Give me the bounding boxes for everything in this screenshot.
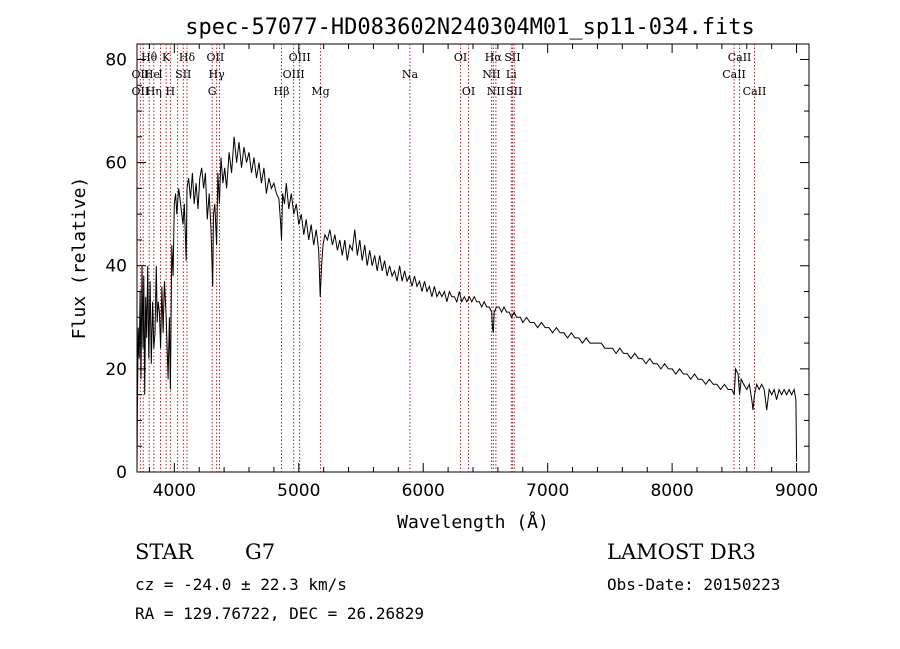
y-axis-ticks: 0 20 40 60 80 — [105, 50, 809, 483]
spectral-line-label: OII — [132, 85, 150, 98]
spectral-line-label: OI — [462, 85, 475, 98]
spectral-line-label: SII — [506, 85, 522, 98]
survey-name: LAMOST DR3 — [607, 540, 756, 564]
spectral-line-label: Hθ — [141, 51, 158, 64]
spectral-line-label: H — [166, 85, 176, 98]
spectral-line-label: K — [162, 51, 171, 64]
spectral-line-label: Hδ — [179, 51, 196, 64]
redshift-readout: cz = -24.0 ± 22.3 km/s — [135, 575, 347, 594]
y-axis-label: Flux (relative) — [69, 177, 90, 340]
spectral-line-label: OI — [454, 51, 467, 64]
x-tick-label: 5000 — [277, 481, 320, 501]
y-tick-label: 60 — [105, 154, 127, 174]
y-tick-label: 0 — [116, 463, 127, 483]
spectral-line-label: SII — [504, 51, 520, 64]
x-tick-label: 7000 — [526, 481, 569, 501]
x-tick-label: 6000 — [402, 481, 445, 501]
x-tick-label: 9000 — [775, 481, 818, 501]
spectral-line-label: OIII — [289, 51, 311, 64]
spectral-line-label: CaII — [743, 85, 767, 98]
x-tick-label: 4000 — [153, 481, 196, 501]
spectral-line-label: Hγ — [209, 68, 226, 81]
coordinates-readout: RA = 129.76722, DEC = 26.26829 — [135, 604, 424, 623]
spectral-line-label: CaII — [722, 68, 746, 81]
plot-frame — [136, 43, 810, 473]
spectral-line-label: Hα — [485, 51, 503, 64]
y-tick-label: 80 — [105, 50, 127, 70]
object-subclass: G7 — [245, 540, 275, 564]
chart-title: spec-57077-HD083602N240304M01_sp11-034.f… — [185, 15, 755, 40]
spectral-line-markers — [139, 44, 755, 472]
spectral-line-label: NII — [487, 85, 505, 98]
spectral-line-label: SII — [175, 68, 191, 81]
spectral-line-label: He — [144, 68, 160, 81]
y-tick-label: 20 — [105, 360, 127, 380]
spectral-line-label: OII — [132, 68, 150, 81]
spectral-line-label: Mg — [311, 85, 329, 98]
spectral-line-label: Hβ — [274, 85, 290, 98]
x-axis-ticks: 4000 5000 6000 7000 8000 9000 — [148, 44, 818, 501]
y-tick-label: 40 — [105, 257, 127, 277]
spectral-line-label: Hη — [146, 85, 162, 98]
spectral-line-label: CaII — [728, 51, 752, 64]
spectral-line-label: I — [158, 68, 162, 81]
spectrum-series-line — [136, 136, 798, 473]
spectral-line-label: G — [208, 85, 217, 98]
spectral-line-label: OII — [207, 51, 225, 64]
spectral-line-label: OIII — [283, 68, 305, 81]
spectral-line-label: Na — [402, 68, 419, 81]
x-axis-label: Wavelength (Å) — [397, 511, 549, 533]
object-class: STAR — [135, 540, 194, 564]
observation-date: Obs-Date: 20150223 — [607, 575, 780, 594]
x-tick-label: 8000 — [650, 481, 693, 501]
spectral-line-label: NII — [482, 68, 500, 81]
spectral-line-label: Li — [506, 68, 517, 81]
